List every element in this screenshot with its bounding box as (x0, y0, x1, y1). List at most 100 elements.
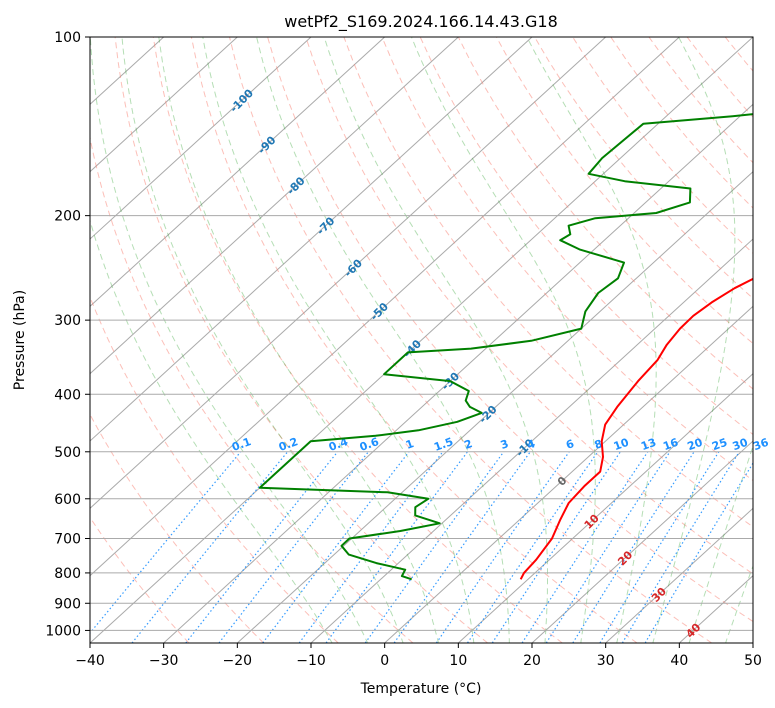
isotherm-line (90, 37, 753, 643)
mixing-ratio-label: 4 (525, 437, 537, 452)
mixing-ratio-label: 8 (593, 437, 605, 452)
y-tick-label: 400 (54, 387, 81, 403)
x-axis-label: Temperature (°C) (360, 681, 482, 697)
x-tick-label: 50 (744, 653, 762, 669)
pressure-grid (90, 37, 753, 631)
moist-adiabat-line (121, 37, 404, 643)
moist-adiabat-line (526, 37, 657, 643)
mixing-ratio-label: 16 (661, 436, 680, 454)
dry-adiabat-line (457, 37, 753, 390)
y-tick-label: 700 (54, 532, 81, 548)
dewpoint-line (258, 113, 753, 581)
mixing-ratio-label: 13 (639, 436, 658, 453)
isotherm-line (90, 37, 459, 375)
mixing-ratio-label: 1 (404, 437, 416, 452)
y-tick-label: 200 (54, 209, 81, 225)
mixing-ratio-label: 0.6 (358, 435, 381, 454)
dry-adiabat-line (267, 37, 753, 623)
y-tick-label: 1000 (45, 623, 81, 639)
mixing-ratio-label: 30 (731, 436, 750, 454)
isotherm-line (752, 642, 753, 643)
x-tick-label: 40 (670, 653, 688, 669)
y-tick-label: 300 (54, 313, 81, 329)
moist-adiabat-line (90, 218, 333, 643)
x-tick-label: 20 (523, 653, 541, 669)
dry-adiabat-line (572, 37, 753, 254)
mixing-ratio-line (491, 451, 621, 643)
isotherm-line (531, 440, 753, 643)
chart-title: wetPf2_S169.2024.166.14.43.G18 (284, 12, 558, 32)
isotherm-line (457, 372, 753, 643)
isotherm-line (90, 37, 386, 308)
mixing-ratio-line (185, 451, 339, 643)
y-axis-label: Pressure (hPa) (12, 290, 28, 390)
isotherm-line (90, 37, 238, 173)
mixing-ratio-label: 0.1 (230, 435, 253, 454)
isotherm-line (90, 37, 312, 240)
moist-adiabat-line (725, 564, 753, 643)
dry-adiabat-line (648, 37, 753, 164)
x-tick-label: −30 (149, 653, 179, 669)
dry-adiabat-line (419, 37, 753, 436)
mixing-ratio-label: 3 (499, 437, 511, 452)
isotherm-line (605, 507, 753, 643)
temperature-line (519, 277, 753, 580)
mixing-ratio-label: 25 (710, 436, 729, 453)
moist-adiabat-line (158, 37, 440, 643)
mixing-ratio-line (393, 451, 531, 643)
dry-adiabat-line (534, 37, 753, 299)
dry-adiabat-line (686, 37, 753, 118)
mixing-ratio-line (218, 451, 369, 643)
mixing-ratio-label: 6 (564, 437, 576, 452)
mixing-ratio-label: 1.5 (432, 435, 455, 454)
mixing-ratio-label: 36 (751, 436, 770, 454)
mixing-ratio-line (545, 451, 671, 643)
mixing-ratio-label: 2 (463, 437, 475, 452)
isotherm-line (236, 170, 753, 643)
isotherm-line (90, 37, 680, 577)
dry-adiabat-line (305, 37, 753, 575)
x-tick-label: 10 (449, 653, 467, 669)
moist-adiabat-line (411, 37, 596, 643)
mixing-ratio-line (364, 451, 505, 643)
profile-lines (258, 113, 753, 581)
y-tick-label: 100 (54, 30, 81, 46)
x-tick-label: −10 (296, 653, 326, 669)
mixing-ratio-label: 10 (612, 436, 631, 454)
plot-frame (89, 36, 754, 644)
dry-adiabat-line (152, 37, 563, 643)
moist-adiabat-line (323, 37, 548, 643)
y-axis: 1000 900 800 700 600 500 400 300 200 100 (45, 30, 90, 639)
x-tick-label: −40 (75, 653, 105, 669)
background-lines (90, 37, 775, 643)
mixing-ratio-line (644, 462, 753, 643)
isotherm-line (163, 103, 753, 643)
moist-adiabat-line (256, 37, 510, 643)
isotherm-line (90, 37, 533, 442)
mixing-ratio-line (435, 451, 570, 643)
dry-adiabat-line (229, 37, 712, 643)
dry-adiabat-line (90, 295, 339, 643)
dry-adiabat-line (495, 37, 753, 345)
dry-adiabat-line (114, 37, 488, 643)
x-tick-label: 30 (597, 653, 615, 669)
mixing-ratio-label: 20 (686, 436, 705, 454)
dry-adiabat-line (381, 37, 753, 482)
mixing-ratio-line (131, 451, 289, 643)
mixing-ratio-line (90, 451, 242, 634)
mixing-ratio-label: 0.2 (277, 435, 300, 454)
dry-adiabat-line (763, 37, 775, 643)
dry-adiabat-line (90, 135, 414, 643)
mixing-ratio-line (466, 451, 599, 643)
moist-adiabat-line (90, 37, 369, 643)
mixing-ratio-line (621, 451, 740, 643)
isotherm-line (310, 238, 753, 643)
mixing-ratio-line (262, 451, 410, 643)
dry-adiabat-line (343, 37, 753, 528)
mixing-ratio-labels: 0.1 0.2 0.4 0.6 1 1.5 2 3 4 6 8 10 13 16 20 25 30 36 (230, 435, 770, 454)
dry-adiabat-line (724, 37, 753, 72)
isotherm-line (384, 305, 753, 643)
mixing-ratio-line (599, 451, 720, 643)
